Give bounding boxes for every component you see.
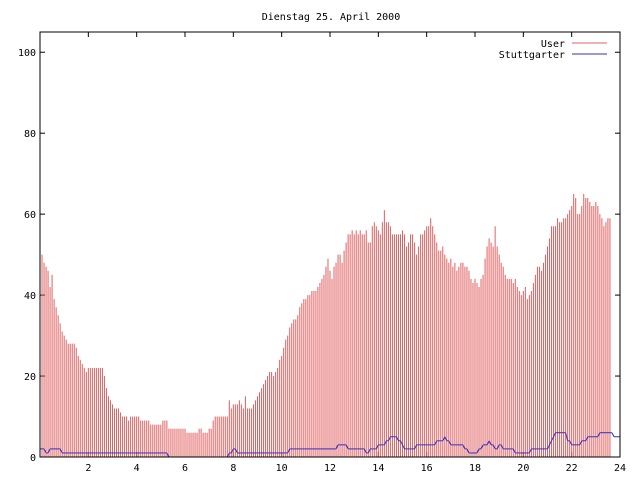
stuttgarter-segment	[442, 436, 446, 442]
stuttgarter-segment	[166, 452, 170, 458]
x-tick-label: 4	[134, 463, 140, 474]
x-tick-label: 12	[324, 463, 336, 474]
stuttgarter-segment	[387, 436, 391, 442]
stuttgarter-segment	[287, 448, 291, 454]
stuttgarter-segment	[375, 444, 379, 450]
stuttgarter-segment	[476, 448, 480, 454]
legend-label-stuttgarter: Stuttgarter	[499, 50, 565, 61]
stuttgarter-segment	[611, 432, 615, 437]
legend: User Stuttgarter	[499, 39, 607, 61]
stuttgarter-segment	[551, 436, 554, 442]
stuttgarter-segment	[448, 440, 452, 446]
chart-title: Dienstag 25. April 2000	[262, 12, 400, 23]
y-tick-label: 40	[24, 291, 36, 302]
x-tick-label: 6	[182, 463, 188, 474]
stuttgarter-segment	[496, 444, 500, 450]
stuttgarter-segment	[547, 444, 550, 450]
legend-label-user: User	[541, 39, 565, 50]
stuttgarter-segment	[553, 432, 557, 437]
stuttgarter-segment	[462, 444, 466, 450]
x-tick-label: 10	[276, 463, 288, 474]
y-tick-label: 60	[24, 210, 36, 221]
x-tick-label: 22	[566, 463, 578, 474]
stuttgarter-segment	[234, 448, 238, 454]
stuttgarter-segment	[549, 440, 552, 446]
y-tick-label: 20	[24, 372, 36, 383]
series-user-impulses	[39, 193, 611, 457]
stuttgarter-segment	[434, 440, 438, 446]
stuttgarter-segment	[579, 440, 583, 446]
stuttgarter-segment	[597, 432, 601, 437]
stuttgarter-segment	[414, 444, 418, 450]
stuttgarter-segment	[492, 444, 496, 450]
stuttgarter-segment	[500, 444, 504, 450]
stuttgarter-segment	[512, 448, 516, 454]
stuttgarter-segment	[400, 440, 403, 446]
stuttgarter-segment	[486, 440, 490, 446]
stuttgarter-segment	[59, 448, 63, 454]
stuttgarter-segment	[345, 444, 349, 450]
stuttgarter-segment	[585, 436, 589, 442]
stuttgarter-segment	[488, 440, 492, 446]
stuttgarter-segment	[528, 448, 532, 454]
stuttgarter-segment	[565, 432, 569, 441]
x-tick-label: 14	[372, 463, 384, 474]
x-tick-label: 20	[517, 463, 529, 474]
stuttgarter-segment	[226, 452, 230, 458]
stuttgarter-segment	[569, 440, 573, 446]
x-tick-label: 18	[469, 463, 481, 474]
x-tick-label: 2	[85, 463, 91, 474]
plot-frame	[39, 31, 621, 458]
stuttgarter-segment	[480, 444, 484, 450]
y-tick-label: 80	[24, 129, 36, 140]
stuttgarter-segment	[402, 444, 405, 450]
stuttgarter-segment	[363, 448, 367, 454]
stuttgarter-segment	[47, 448, 51, 454]
stuttgarter-segment	[367, 448, 371, 454]
stuttgarter-segment	[466, 448, 470, 454]
x-tick-label: 16	[421, 463, 433, 474]
stuttgarter-segment	[396, 436, 399, 442]
y-tick-label: 100	[18, 48, 36, 59]
stuttgarter-segment	[43, 448, 47, 454]
stuttgarter-segment	[335, 444, 339, 450]
stuttgarter-segment	[383, 440, 387, 446]
y-tick-label: 0	[30, 453, 36, 464]
x-tick-label: 8	[230, 463, 236, 474]
stuttgarter-segment	[230, 448, 234, 454]
x-tick-label: 24	[614, 463, 626, 474]
stuttgarter-segment	[444, 436, 448, 442]
